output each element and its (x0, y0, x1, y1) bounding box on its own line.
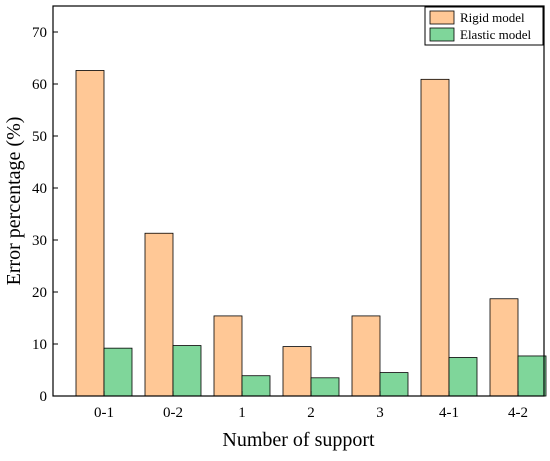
y-tick-label: 20 (32, 285, 47, 301)
legend-swatch-elastic (429, 27, 455, 42)
bar-elastic-4-2 (517, 355, 547, 397)
x-tick-label: 2 (307, 405, 315, 421)
x-tick-label: 3 (376, 405, 384, 421)
legend: Rigid model Elastic model (424, 6, 544, 46)
bars-group (75, 70, 547, 397)
y-tick-label: 40 (32, 181, 47, 197)
bar-rigid-3 (351, 315, 381, 397)
bar-rigid-4-2 (489, 298, 519, 397)
x-tick-label: 1 (238, 405, 246, 421)
x-tick-label: 4-2 (508, 405, 528, 421)
y-axis-ticks: 0 10 20 30 40 50 60 70 (32, 25, 58, 405)
bar-rigid-0-1 (75, 70, 105, 397)
legend-swatch-rigid (429, 10, 455, 25)
legend-label-rigid: Rigid model (460, 10, 525, 25)
legend-label-elastic: Elastic model (460, 27, 532, 42)
bar-elastic-0-2 (172, 345, 202, 397)
y-tick-label: 50 (32, 129, 47, 145)
x-tick-label: 0-2 (163, 405, 183, 421)
bar-elastic-2 (310, 377, 340, 397)
y-tick-label: 0 (40, 389, 48, 405)
x-tick-label: 0-1 (94, 405, 114, 421)
y-tick-label: 10 (32, 337, 47, 353)
plot-frame (52, 5, 545, 397)
bar-elastic-0-1 (103, 347, 133, 397)
bar-rigid-2 (282, 346, 312, 397)
x-axis-ticks: 0-1 0-2 1 2 3 4-1 4-2 (94, 391, 528, 421)
bar-elastic-3 (379, 372, 409, 397)
y-tick-label: 30 (32, 233, 47, 249)
bar-rigid-1 (213, 315, 243, 397)
y-tick-label: 70 (32, 25, 47, 41)
x-tick-label: 4-1 (439, 405, 459, 421)
bar-rigid-4-1 (420, 78, 450, 397)
y-axis-title: Error percentage (%) (3, 117, 25, 286)
y-tick-label: 60 (32, 77, 47, 93)
bar-elastic-4-1 (448, 357, 478, 397)
x-axis-title: Number of support (222, 429, 375, 451)
bar-rigid-0-2 (144, 232, 174, 397)
bar-elastic-1 (241, 375, 271, 397)
